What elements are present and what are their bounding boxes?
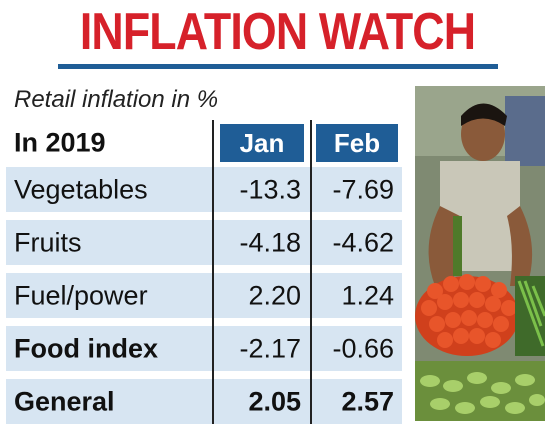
- cell-jan: 2.05: [248, 386, 301, 416]
- table-row: Vegetables -13.3 -7.69: [6, 167, 402, 212]
- cell-feb: -0.66: [332, 333, 394, 363]
- column-header-feb: Feb: [316, 124, 398, 162]
- row-label: Fruits: [14, 227, 82, 257]
- row-label: Food index: [14, 333, 158, 363]
- cell-feb: 1.24: [341, 280, 394, 310]
- cell-jan: -2.17: [239, 333, 301, 363]
- vegetable-vendor-photo: [415, 86, 545, 421]
- table-row: Fuel/power 2.20 1.24: [6, 273, 402, 318]
- title-underline: [58, 64, 498, 69]
- table-row: General 2.05 2.57: [6, 379, 402, 424]
- cell-feb: -4.62: [332, 227, 394, 257]
- cell-jan: -4.18: [239, 227, 301, 257]
- cell-jan: 2.20: [248, 280, 301, 310]
- row-label: Fuel/power: [14, 280, 148, 310]
- cell-feb: -7.69: [332, 174, 394, 204]
- column-divider: [212, 120, 214, 424]
- table-row: Fruits -4.18 -4.62: [6, 220, 402, 265]
- table-row: Food index -2.17 -0.66: [6, 326, 402, 371]
- table-subtitle: Retail inflation in %: [14, 86, 219, 113]
- column-divider: [310, 120, 312, 424]
- column-header-jan: Jan: [220, 124, 304, 162]
- page-title: INFLATION WATCH: [79, 3, 476, 61]
- row-label: General: [14, 386, 115, 416]
- row-label: Vegetables: [14, 174, 148, 204]
- cell-jan: -13.3: [239, 174, 301, 204]
- corner-label: In 2019: [14, 127, 106, 157]
- table-header-row: In 2019 Jan Feb: [6, 120, 402, 165]
- cell-feb: 2.57: [341, 386, 394, 416]
